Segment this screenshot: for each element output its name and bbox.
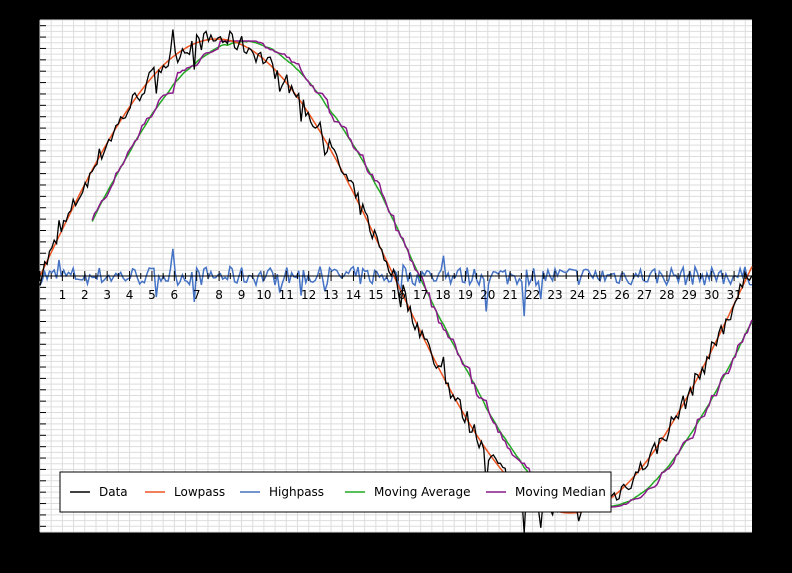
x-tick-label: 12 <box>301 288 316 302</box>
x-tick-label: 4 <box>126 288 134 302</box>
x-tick-label: 6 <box>171 288 179 302</box>
x-tick-label: 10 <box>256 288 271 302</box>
x-tick-label: 27 <box>637 288 652 302</box>
x-tick-label: 9 <box>238 288 246 302</box>
x-tick-label: 29 <box>682 288 697 302</box>
legend-label: Lowpass <box>174 485 225 499</box>
x-tick-label: 16 <box>391 288 406 302</box>
x-tick-label: 11 <box>279 288 294 302</box>
legend-label: Data <box>99 485 128 499</box>
x-tick-label: 28 <box>659 288 674 302</box>
x-tick-label: 3 <box>103 288 111 302</box>
x-tick-label: 20 <box>480 288 495 302</box>
x-tick-label: 22 <box>525 288 540 302</box>
x-tick-label: 19 <box>458 288 473 302</box>
x-tick-label: 25 <box>592 288 607 302</box>
x-tick-label: 8 <box>215 288 223 302</box>
x-tick-label: 30 <box>704 288 719 302</box>
legend-label: Moving Average <box>374 485 470 499</box>
series-line-moving-median <box>91 40 753 509</box>
legend: Data Lowpass Highpass Moving Average Moving … <box>59 471 612 513</box>
x-tick-label: 17 <box>413 288 428 302</box>
x-tick-label: 1 <box>59 288 67 302</box>
x-tick-label: 5 <box>148 288 156 302</box>
x-tick-label: 7 <box>193 288 201 302</box>
x-tick-label: 26 <box>614 288 629 302</box>
x-tick-label: 15 <box>368 288 383 302</box>
x-tick-label: 31 <box>726 288 741 302</box>
series-line-data <box>39 29 753 534</box>
x-tick-label: 21 <box>503 288 518 302</box>
x-tick-label: 13 <box>323 288 338 302</box>
x-tick-label: 14 <box>346 288 361 302</box>
x-tick-label: 18 <box>435 288 450 302</box>
series-line-moving-average <box>91 40 753 510</box>
x-tick-label: 24 <box>570 288 585 302</box>
x-axis: 1 2 3 4 5 6 7 8 9 10 11 12 13 14 15 16 17 18 19 20 21 22 23 24 2… <box>39 271 752 302</box>
legend-label: Highpass <box>269 485 324 499</box>
x-tick-label: 23 <box>547 288 562 302</box>
x-tick-label: 2 <box>81 288 89 302</box>
legend-label: Moving Median <box>515 485 606 499</box>
